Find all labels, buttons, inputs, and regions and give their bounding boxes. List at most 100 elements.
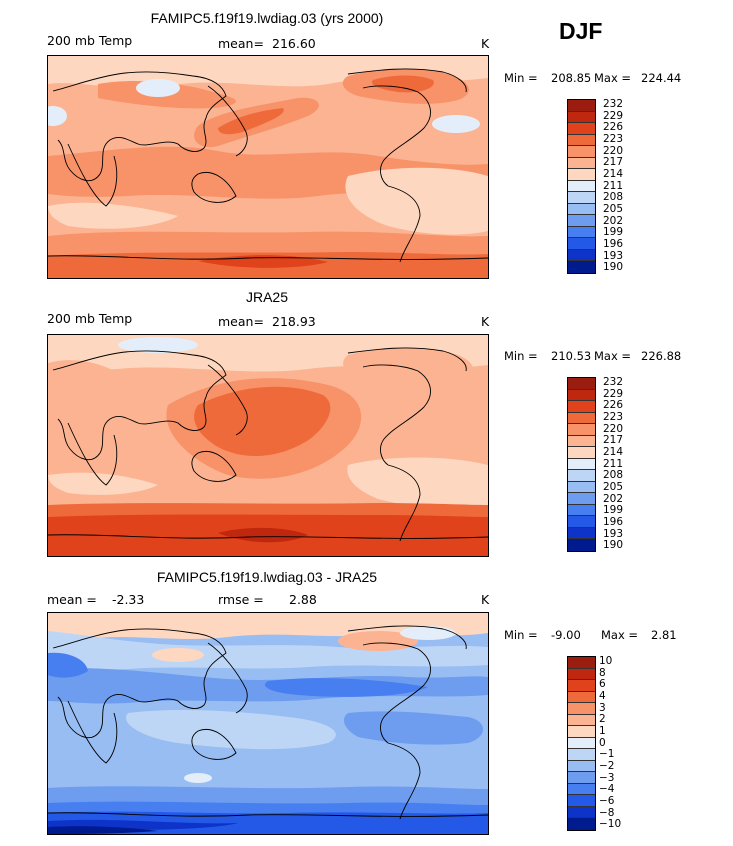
- panel1-min-value: 208.85: [551, 71, 592, 85]
- colorbar-swatch: [568, 737, 595, 750]
- panel3-units: K: [481, 592, 490, 607]
- panel1-units: K: [481, 36, 490, 51]
- colorbar-swatch: [568, 389, 595, 402]
- colorbar-tick-label: 211: [603, 457, 624, 470]
- colorbar-swatch: [568, 261, 595, 273]
- colorbar-tick-label: 4: [599, 689, 606, 702]
- colorbar-tick-label: −2: [599, 759, 615, 772]
- panel3-rmse-value: 2.88: [289, 592, 317, 607]
- panel2-colorbar-labels: 232 229 226 223 220 217 214 211 208 205 202 199 196 1…: [603, 375, 643, 552]
- colorbar-swatch: [568, 157, 595, 170]
- colorbar-tick-label: 205: [603, 202, 624, 215]
- panel1-colorbar: [567, 99, 596, 274]
- panel2-colorbar: [567, 377, 596, 552]
- colorbar-tick-label: 214: [603, 167, 624, 180]
- colorbar-swatch: [568, 378, 595, 390]
- panel2-mean-label: mean=: [218, 314, 264, 329]
- colorbar-swatch: [568, 493, 595, 505]
- colorbar-swatch: [568, 726, 595, 738]
- colorbar-tick-label: 229: [603, 387, 624, 400]
- colorbar-tick-label: 190: [603, 539, 624, 552]
- colorbar-tick-label: 193: [603, 249, 624, 262]
- colorbar-swatch: [568, 516, 595, 528]
- panel1-map: [47, 55, 489, 279]
- colorbar-tick-label: 217: [603, 156, 624, 169]
- colorbar-swatch: [568, 100, 595, 112]
- colorbar-swatch: [568, 680, 595, 692]
- panel2-title: JRA25: [245, 289, 289, 305]
- panel2-max-value: 226.88: [641, 349, 682, 363]
- colorbar-swatch: [568, 772, 595, 784]
- panel1-field-label: 200 mb Temp: [47, 33, 133, 48]
- colorbar-swatch: [568, 458, 595, 471]
- panel2-min-label: Min =: [504, 349, 538, 363]
- panel1-max-value: 224.44: [641, 71, 682, 85]
- colorbar-tick-label: −3: [599, 771, 615, 784]
- colorbar-tick-label: 199: [603, 504, 624, 517]
- colorbar-tick-label: −10: [599, 818, 622, 831]
- panel1-title: FAMIPC5.f19f19.lwdiag.03 (yrs 2000): [150, 10, 384, 26]
- panel2-map: [47, 334, 489, 557]
- colorbar-tick-label: 208: [603, 469, 624, 482]
- colorbar-swatch: [568, 203, 595, 216]
- colorbar-tick-label: 190: [603, 261, 624, 274]
- colorbar-swatch: [568, 806, 595, 819]
- colorbar-tick-label: 211: [603, 179, 624, 192]
- panel3-min-label: Min =: [504, 628, 538, 642]
- panel2-mean-value: 218.93: [272, 314, 316, 329]
- panel1-mean-label: mean=: [218, 36, 264, 51]
- colorbar-swatch: [568, 215, 595, 227]
- colorbar-tick-label: 226: [603, 399, 624, 412]
- panel3-mean-value: -2.33: [112, 592, 145, 607]
- colorbar-swatch: [568, 111, 595, 124]
- colorbar-tick-label: −1: [599, 748, 615, 761]
- colorbar-tick-label: 226: [603, 121, 624, 134]
- panel3-mean-label: mean =: [47, 592, 97, 607]
- colorbar-tick-label: 223: [603, 410, 624, 423]
- panel1-colorbar-labels: 232 229 226 223 220 217 214 211 208 205 202 199 196 1…: [603, 97, 643, 274]
- colorbar-swatch: [568, 134, 595, 147]
- colorbar-swatch: [568, 691, 595, 704]
- colorbar-swatch: [568, 249, 595, 262]
- colorbar-tick-label: 10: [599, 654, 613, 667]
- colorbar-swatch: [568, 783, 595, 796]
- panel3-max-label: Max =: [601, 628, 639, 642]
- colorbar-tick-label: 1: [599, 724, 606, 737]
- panel3-title: FAMIPC5.f19f19.lwdiag.03 - JRA25: [156, 569, 378, 585]
- colorbar-swatch: [568, 169, 595, 181]
- colorbar-swatch: [568, 714, 595, 727]
- colorbar-tick-label: −6: [599, 794, 615, 807]
- colorbar-tick-label: 229: [603, 109, 624, 122]
- season-label: DJF: [559, 18, 603, 44]
- colorbar-swatch: [568, 481, 595, 494]
- panel3-rmse-label: rmse =: [218, 592, 264, 607]
- colorbar-swatch: [568, 424, 595, 436]
- colorbar-swatch: [568, 749, 595, 761]
- colorbar-swatch: [568, 703, 595, 715]
- colorbar-tick-label: 214: [603, 445, 624, 458]
- panel3-min-value: -9.00: [551, 628, 581, 642]
- colorbar-tick-label: 199: [603, 226, 624, 239]
- colorbar-tick-label: 205: [603, 480, 624, 493]
- panel1-min-label: Min =: [504, 71, 538, 85]
- colorbar-tick-label: 232: [603, 97, 624, 110]
- colorbar-tick-label: 8: [599, 666, 606, 679]
- colorbar-tick-label: 2: [599, 713, 606, 726]
- colorbar-swatch: [568, 180, 595, 193]
- colorbar-tick-label: 232: [603, 375, 624, 388]
- colorbar-swatch: [568, 146, 595, 158]
- colorbar-tick-label: 202: [603, 214, 624, 227]
- colorbar-swatch: [568, 412, 595, 425]
- colorbar-swatch: [568, 435, 595, 448]
- colorbar-swatch: [568, 795, 595, 807]
- panel1-mean-value: 216.60: [272, 36, 316, 51]
- colorbar-tick-label: 220: [603, 144, 624, 157]
- colorbar-tick-label: 3: [599, 701, 606, 714]
- panel3-colorbar: [567, 656, 596, 831]
- colorbar-tick-label: 0: [599, 736, 606, 749]
- colorbar-swatch: [568, 668, 595, 681]
- colorbar-swatch: [568, 401, 595, 413]
- colorbar-swatch: [568, 238, 595, 250]
- colorbar-swatch: [568, 760, 595, 773]
- colorbar-tick-label: 220: [603, 422, 624, 435]
